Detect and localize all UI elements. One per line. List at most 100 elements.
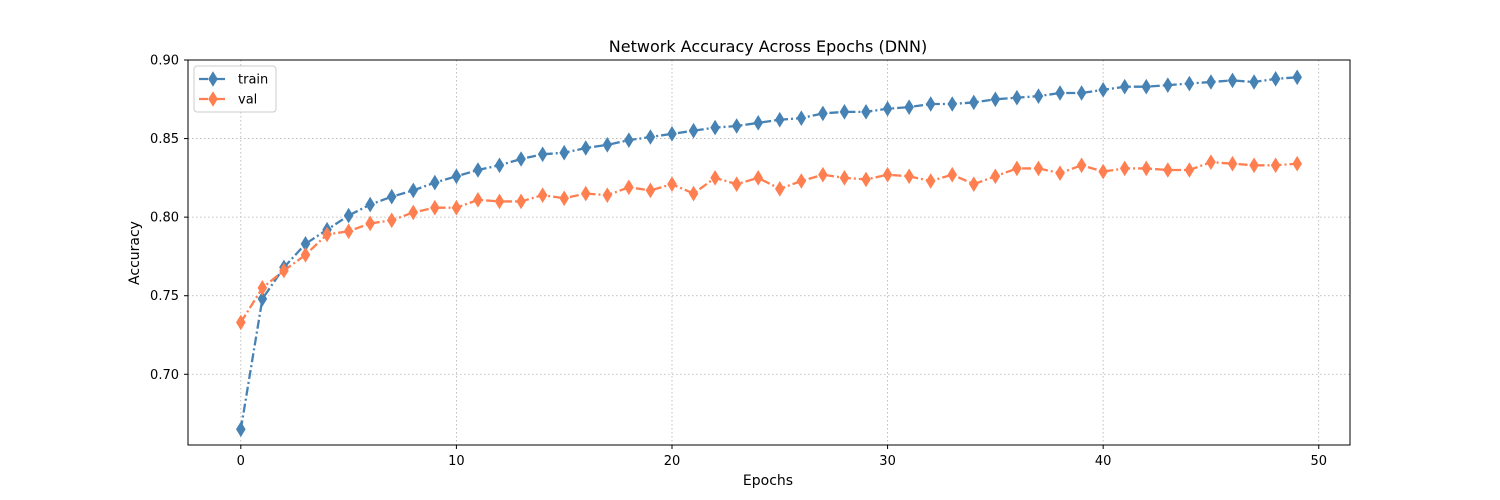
x-axis-label: Epochs [743, 473, 793, 489]
data-point-train [473, 162, 483, 178]
legend: train val [193, 65, 277, 113]
data-point-train [645, 129, 656, 145]
data-point-train [624, 132, 634, 148]
data-point-val [839, 170, 850, 186]
data-point-train [1098, 82, 1108, 98]
data-point-train [365, 196, 375, 213]
data-point-val [559, 190, 569, 207]
data-point-train [1012, 89, 1022, 106]
data-point-val [516, 193, 526, 210]
y-axis-label: Accuracy [127, 221, 143, 285]
data-point-train [236, 421, 246, 438]
data-point-val [1055, 165, 1065, 181]
data-point-val [365, 215, 375, 232]
data-point-train [861, 104, 871, 120]
data-point-val [1206, 154, 1216, 170]
axis-ticks: 0 10 20 30 40 50 0.70 0.75 0.80 0.85 0.90 [150, 54, 1327, 470]
series-line-train [239, 76, 1298, 430]
data-point-train [990, 91, 1001, 108]
y-tick-label: 0.85 [150, 132, 179, 147]
data-point-train [1292, 69, 1302, 86]
data-point-val [1012, 160, 1022, 177]
data-point-val [1184, 162, 1195, 178]
data-point-train [257, 291, 268, 307]
data-point-val [1076, 157, 1087, 174]
y-tick-label: 0.75 [150, 289, 179, 304]
data-point-train [882, 100, 893, 117]
data-point-train [969, 94, 979, 111]
data-point-val [925, 173, 936, 189]
data-point-val [494, 193, 505, 210]
data-point-val [408, 204, 419, 221]
data-point-train [1141, 78, 1152, 95]
data-point-val [257, 280, 268, 296]
data-point-train [1033, 88, 1044, 104]
data-point-train [796, 110, 807, 126]
data-point-val [1270, 157, 1281, 174]
data-point-val [279, 262, 289, 279]
legend-label-val: val [238, 93, 257, 108]
y-tick-label: 0.90 [150, 54, 179, 69]
data-point-train [494, 157, 505, 174]
plot-area-frame [187, 59, 1351, 446]
chart-title: Network Accuracy Across Epochs (DNN) [609, 37, 927, 56]
data-point-val [580, 185, 591, 202]
data-point-train [1076, 85, 1087, 101]
series-line-val [239, 160, 1298, 324]
legend-marker-val [208, 91, 218, 107]
data-point-val [990, 168, 1001, 185]
data-point-val [537, 187, 548, 203]
data-point-train [516, 151, 526, 167]
data-point-val [645, 182, 656, 199]
data-point-val [386, 212, 397, 229]
data-point-val [774, 181, 785, 197]
data-point-val [731, 176, 742, 192]
y-tick-label: 0.70 [150, 368, 179, 383]
data-point-train [537, 146, 548, 163]
data-point-val [710, 170, 720, 186]
data-point-val [796, 173, 807, 189]
x-tick-label: 0 [237, 454, 245, 469]
data-point-train [1163, 77, 1173, 93]
data-point-val [1119, 160, 1130, 177]
data-point-val [624, 179, 634, 196]
data-point-val [1098, 163, 1108, 180]
data-point-val [904, 168, 914, 185]
data-point-train [408, 182, 419, 199]
x-tick-label: 10 [448, 454, 465, 469]
data-point-val [1249, 157, 1259, 174]
data-point-val [473, 192, 483, 208]
data-point-train [818, 105, 828, 122]
data-point-val [882, 166, 893, 183]
data-point-val [1163, 162, 1173, 178]
data-point-val [947, 166, 958, 183]
data-point-val [322, 226, 332, 243]
x-tick-label: 40 [1095, 454, 1112, 469]
data-point-train [1206, 74, 1216, 90]
y-tick-label: 0.80 [150, 211, 179, 226]
data-point-val [300, 247, 311, 263]
data-point-train [688, 122, 699, 139]
data-point-train [1249, 74, 1259, 90]
data-point-val [688, 185, 699, 202]
data-point-train [947, 96, 958, 112]
legend-label-train: train [238, 73, 268, 88]
data-point-val [1227, 155, 1238, 172]
data-point-train [1119, 78, 1130, 95]
data-point-val [818, 166, 828, 183]
data-point-val [969, 176, 979, 192]
data-point-train [300, 236, 311, 252]
data-point-val [1033, 160, 1044, 177]
x-tick-label: 50 [1310, 454, 1327, 469]
data-point-val [753, 170, 764, 186]
legend-marker-train [208, 71, 218, 87]
data-point-val [430, 199, 440, 216]
data-point-train [904, 99, 914, 115]
data-point-val [602, 187, 613, 203]
data-point-train [1270, 71, 1281, 87]
data-point-train [1184, 75, 1195, 92]
data-point-train [774, 111, 785, 128]
data-point-train [753, 115, 764, 131]
data-point-val [236, 314, 246, 331]
